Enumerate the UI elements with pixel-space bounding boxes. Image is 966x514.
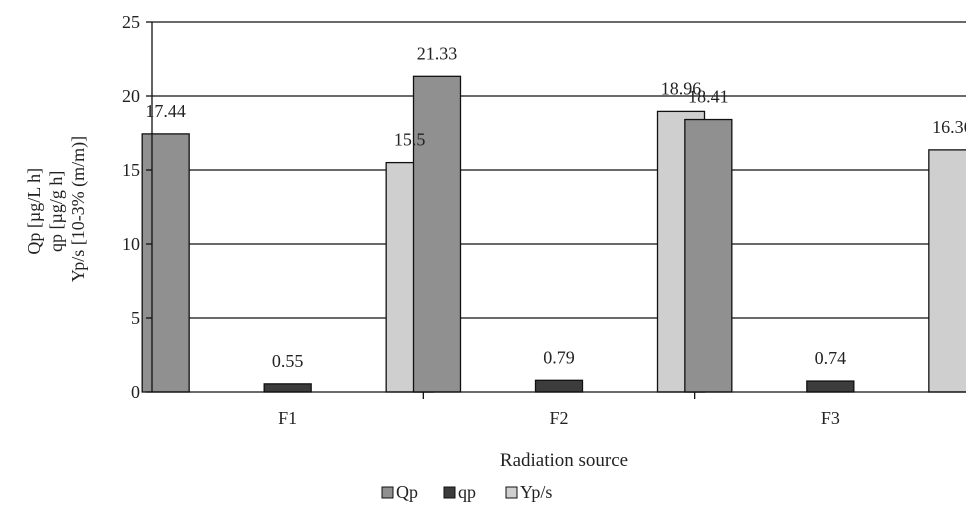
legend-label: qp [458,482,476,502]
x-tick-label: F1 [278,408,297,428]
y-tick-label: 5 [131,308,140,328]
x-tick-label: F2 [549,408,568,428]
bar-qp-f1 [264,384,311,392]
data-label: 0.55 [272,351,304,371]
x-axis-label: Radiation source [500,450,628,471]
bar-qp-f3 [685,120,732,392]
legend-swatch [506,487,517,498]
bar-qp-f2 [536,380,583,392]
data-label: 16.36 [932,117,966,137]
data-labels: 17.440.5515.521.330.7918.9618.410.7416.3… [145,43,966,371]
y-axis-label: Qp [µg/L h] qp [µg/g h] Yp/s [10-3% (m/m… [24,136,89,282]
legend-swatch [382,487,393,498]
data-label: 0.74 [815,348,847,368]
y-tick-label: 0 [131,382,140,402]
y-tick-label: 10 [122,234,140,254]
data-label: 15.5 [394,130,426,150]
y-axis-label-line-1: Qp [µg/L h] [24,168,44,255]
bar-qp-f3 [807,381,854,392]
bars [142,76,966,392]
grid-lines [152,22,966,318]
legend: Qp qp Yp/s [382,482,552,502]
axes [146,22,966,399]
legend-swatch [444,487,455,498]
y-tick-label: 15 [122,160,140,180]
y-axis-label-line-2: qp [µg/g h] [46,171,66,252]
bar-qp-f2 [414,76,461,392]
bar-yps-f3 [929,150,966,392]
legend-label: Yp/s [520,482,552,502]
bar-qp-f1 [142,134,189,392]
data-label: 17.44 [145,101,186,121]
data-label: 18.41 [688,87,729,107]
y-tick-label: 20 [122,86,140,106]
y-tick-label: 25 [122,12,140,32]
data-label: 0.79 [543,347,575,367]
data-label: 21.33 [417,43,458,63]
y-axis-label-line-3: Yp/s [10-3% (m/m)] [68,136,89,282]
x-tick-label: F3 [821,408,840,428]
legend-label: Qp [396,482,418,502]
